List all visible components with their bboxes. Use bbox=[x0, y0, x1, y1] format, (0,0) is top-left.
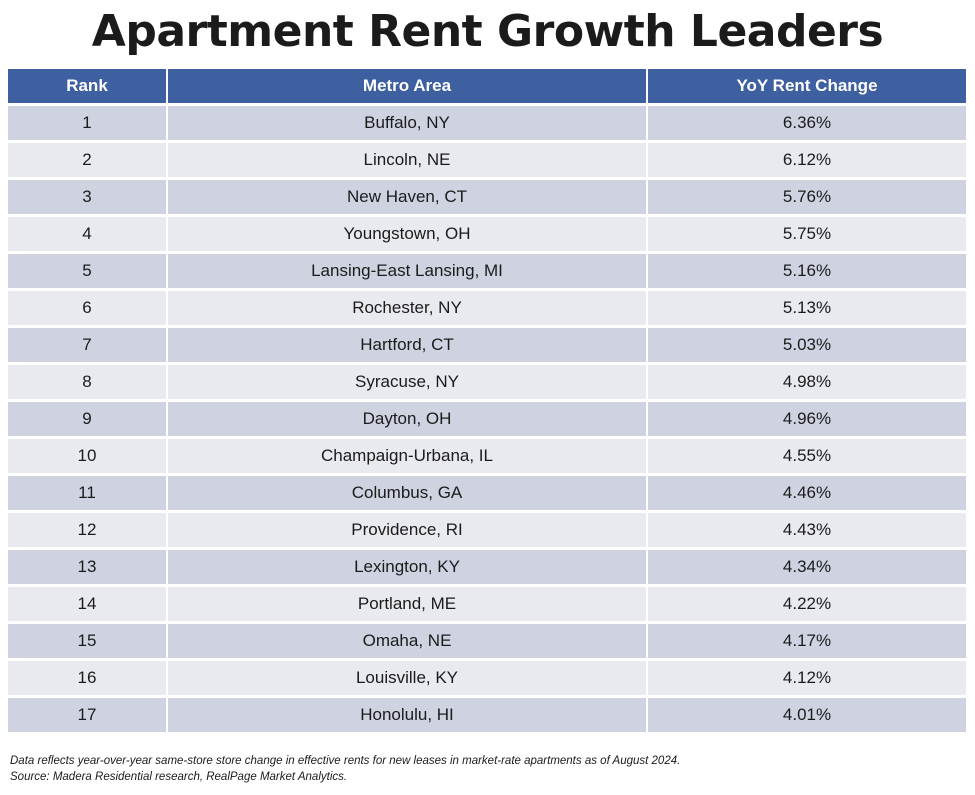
rank-cell: 13 bbox=[8, 548, 168, 587]
footnote: Data reflects year-over-year same-store … bbox=[10, 753, 960, 785]
yoy-rent-change-cell: 4.34% bbox=[647, 548, 966, 587]
table-row: 13 Lexington, KY 4.34% bbox=[8, 548, 966, 587]
metro-area-cell: Hartford, CT bbox=[167, 326, 648, 365]
rank-cell: 10 bbox=[8, 437, 168, 476]
yoy-rent-change-cell: 5.16% bbox=[647, 252, 966, 291]
table-row: 7 Hartford, CT 5.03% bbox=[8, 326, 966, 365]
table-row: 5 Lansing-East Lansing, MI 5.16% bbox=[8, 252, 966, 291]
rank-cell: 14 bbox=[8, 585, 168, 624]
yoy-rent-change-cell: 4.17% bbox=[647, 622, 966, 661]
yoy-rent-change-cell: 5.13% bbox=[647, 289, 966, 328]
yoy-rent-change-cell: 6.12% bbox=[647, 141, 966, 180]
rank-cell: 3 bbox=[8, 178, 168, 217]
rank-cell: 17 bbox=[8, 696, 168, 735]
page-title: Apartment Rent Growth Leaders bbox=[91, 6, 884, 57]
table-row: 4 Youngstown, OH 5.75% bbox=[8, 215, 966, 254]
rank-cell: 11 bbox=[8, 474, 168, 513]
yoy-rent-change-cell: 4.43% bbox=[647, 511, 966, 550]
footnote-data-note: Data reflects year-over-year same-store … bbox=[10, 755, 681, 767]
metro-area-cell: Buffalo, NY bbox=[167, 104, 648, 143]
column-header-yoy-rent-change: YoY Rent Change bbox=[647, 69, 966, 106]
table-row: 9 Dayton, OH 4.96% bbox=[8, 400, 966, 439]
table-row: 8 Syracuse, NY 4.98% bbox=[8, 363, 966, 402]
metro-area-cell: Providence, RI bbox=[167, 511, 648, 550]
metro-area-cell: Lansing-East Lansing, MI bbox=[167, 252, 648, 291]
rank-cell: 4 bbox=[8, 215, 168, 254]
yoy-rent-change-cell: 5.76% bbox=[647, 178, 966, 217]
metro-area-cell: Lexington, KY bbox=[167, 548, 648, 587]
table-row: 11 Columbus, GA 4.46% bbox=[8, 474, 966, 513]
column-header-metro-area: Metro Area bbox=[167, 69, 648, 106]
metro-area-cell: Youngstown, OH bbox=[167, 215, 648, 254]
metro-area-cell: Honolulu, HI bbox=[167, 696, 648, 735]
table-row: 14 Portland, ME 4.22% bbox=[8, 585, 966, 624]
yoy-rent-change-cell: 6.36% bbox=[647, 104, 966, 143]
rank-cell: 8 bbox=[8, 363, 168, 402]
metro-area-cell: Omaha, NE bbox=[167, 622, 648, 661]
yoy-rent-change-cell: 4.55% bbox=[647, 437, 966, 476]
yoy-rent-change-cell: 4.22% bbox=[647, 585, 966, 624]
table-row: 1 Buffalo, NY 6.36% bbox=[8, 104, 966, 143]
table-row: 2 Lincoln, NE 6.12% bbox=[8, 141, 966, 180]
rank-cell: 5 bbox=[8, 252, 168, 291]
table-row: 10 Champaign-Urbana, IL 4.55% bbox=[8, 437, 966, 476]
yoy-rent-change-cell: 4.12% bbox=[647, 659, 966, 698]
metro-area-cell: Louisville, KY bbox=[167, 659, 648, 698]
metro-area-cell: Lincoln, NE bbox=[167, 141, 648, 180]
yoy-rent-change-cell: 4.01% bbox=[647, 696, 966, 735]
rank-cell: 1 bbox=[8, 104, 168, 143]
rank-cell: 16 bbox=[8, 659, 168, 698]
table-row: 3 New Haven, CT 5.76% bbox=[8, 178, 966, 217]
yoy-rent-change-cell: 4.96% bbox=[647, 400, 966, 439]
table-row: 15 Omaha, NE 4.17% bbox=[8, 622, 966, 661]
rank-cell: 7 bbox=[8, 326, 168, 365]
rank-cell: 6 bbox=[8, 289, 168, 328]
metro-area-cell: Portland, ME bbox=[167, 585, 648, 624]
rank-cell: 2 bbox=[8, 141, 168, 180]
rank-cell: 12 bbox=[8, 511, 168, 550]
table-header-row: Rank Metro Area YoY Rent Change bbox=[8, 69, 966, 106]
table-row: 12 Providence, RI 4.43% bbox=[8, 511, 966, 550]
table-row: 6 Rochester, NY 5.13% bbox=[8, 289, 966, 328]
metro-area-cell: Columbus, GA bbox=[167, 474, 648, 513]
metro-area-cell: Rochester, NY bbox=[167, 289, 648, 328]
column-header-rank: Rank bbox=[8, 69, 168, 106]
metro-area-cell: Syracuse, NY bbox=[167, 363, 648, 402]
rent-growth-table: Rank Metro Area YoY Rent Change 1 Buffalo… bbox=[8, 69, 966, 735]
yoy-rent-change-cell: 4.46% bbox=[647, 474, 966, 513]
metro-area-cell: Champaign-Urbana, IL bbox=[167, 437, 648, 476]
table-row: 17 Honolulu, HI 4.01% bbox=[8, 696, 966, 735]
rank-cell: 9 bbox=[8, 400, 168, 439]
metro-area-cell: New Haven, CT bbox=[167, 178, 648, 217]
table-row: 16 Louisville, KY 4.12% bbox=[8, 659, 966, 698]
metro-area-cell: Dayton, OH bbox=[167, 400, 648, 439]
rank-cell: 15 bbox=[8, 622, 168, 661]
yoy-rent-change-cell: 5.03% bbox=[647, 326, 966, 365]
yoy-rent-change-cell: 4.98% bbox=[647, 363, 966, 402]
yoy-rent-change-cell: 5.75% bbox=[647, 215, 966, 254]
footnote-source: Source: Madera Residential research, Rea… bbox=[10, 771, 348, 783]
